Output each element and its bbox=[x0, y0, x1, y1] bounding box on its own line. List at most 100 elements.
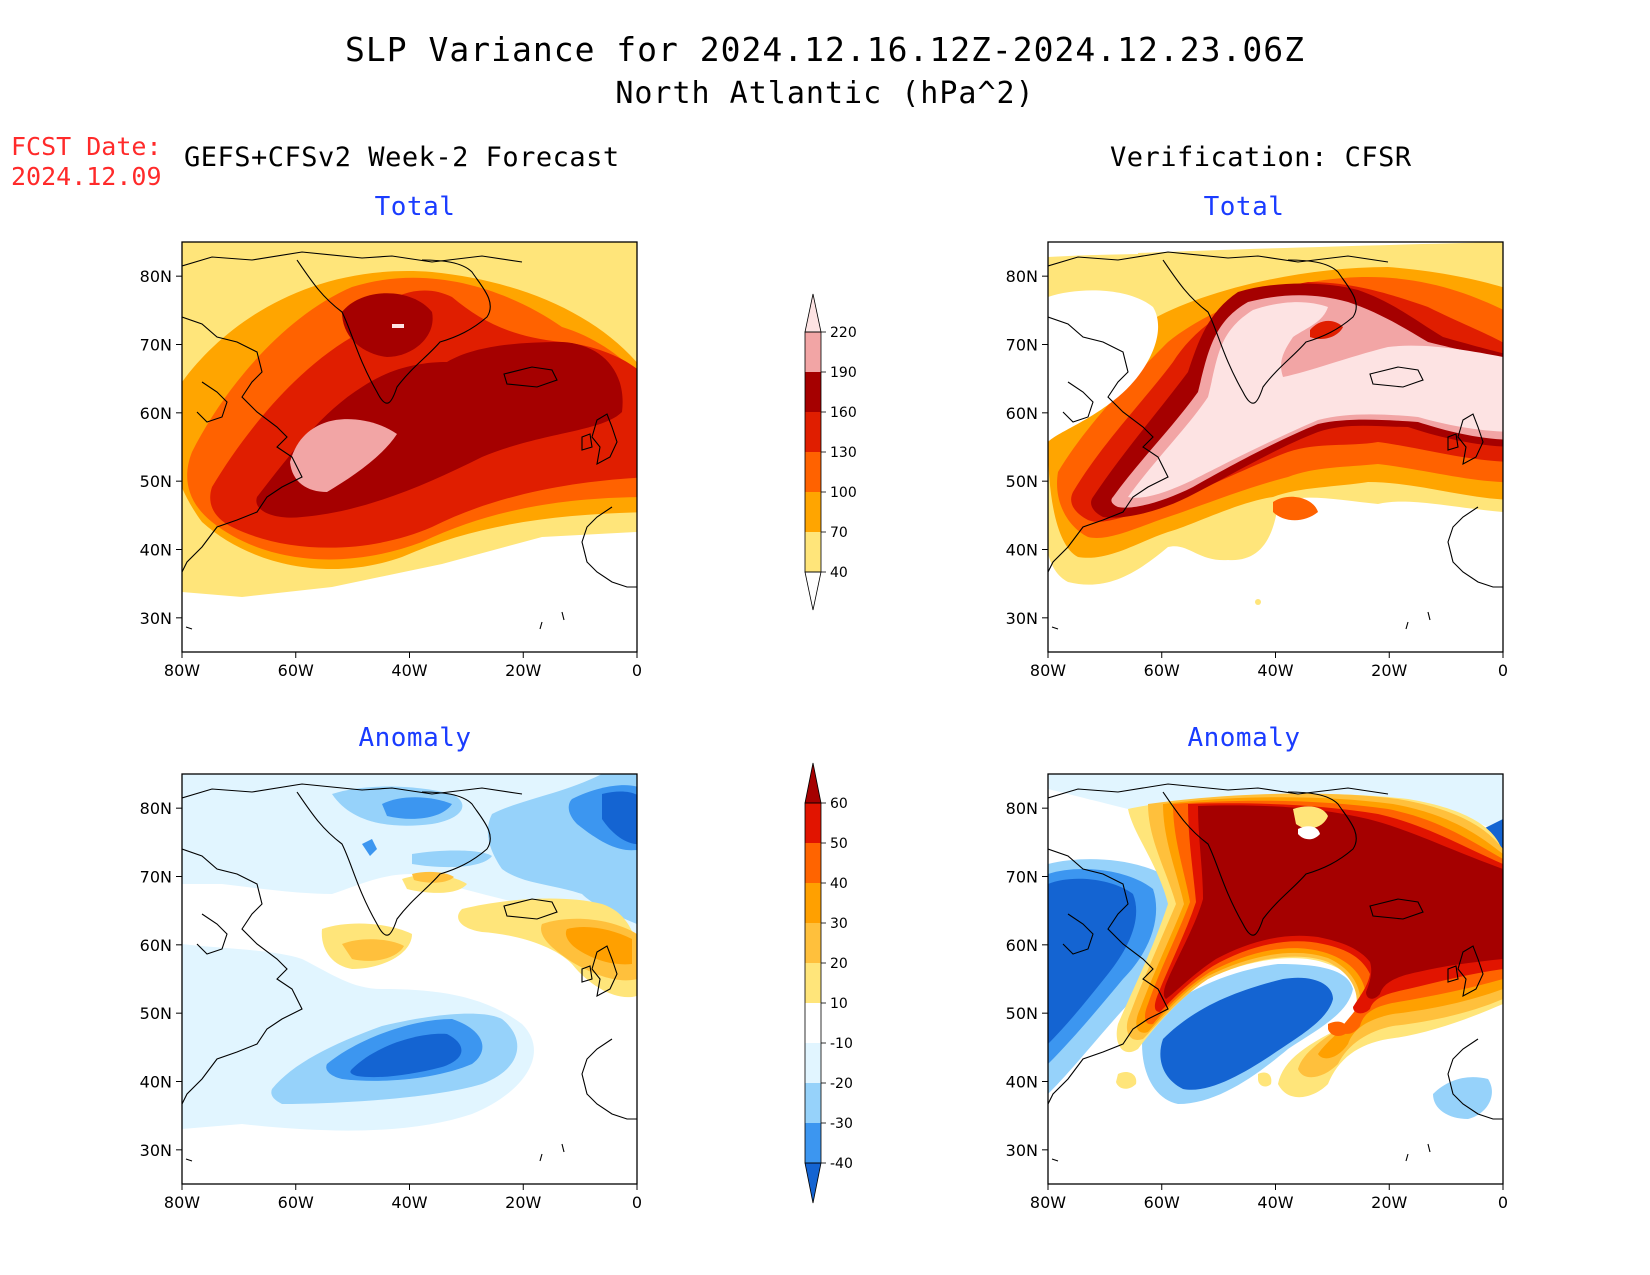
colorbar-block bbox=[805, 532, 821, 572]
below-40-region bbox=[1048, 290, 1159, 442]
lat-tick-label: 80N bbox=[1006, 267, 1038, 286]
anom-pos30-east bbox=[565, 927, 632, 965]
lon-tick-label: 40W bbox=[391, 661, 427, 680]
lat-tick-label: 50N bbox=[140, 1004, 172, 1023]
lat-tick-label: 70N bbox=[140, 868, 172, 887]
anom-neg40-mid bbox=[1160, 977, 1333, 1090]
contour-160-190-greenland bbox=[342, 293, 433, 357]
panel-forecast-anomaly bbox=[181, 773, 638, 1185]
lat-tick-label: 50N bbox=[140, 472, 172, 491]
panel-verification-total bbox=[1047, 241, 1504, 653]
lon-tick-label: 60W bbox=[1144, 661, 1180, 680]
lon-tick-label: 80W bbox=[1030, 1193, 1066, 1212]
lat-tick-label: 30N bbox=[140, 609, 172, 628]
lat-tick-label: 30N bbox=[140, 1141, 172, 1160]
anom-neutral-hole bbox=[1298, 826, 1320, 840]
anom-neg30-small bbox=[362, 839, 377, 856]
coastlines bbox=[1048, 251, 1503, 630]
colorbar-low-arrow bbox=[804, 571, 822, 611]
colorbar-label: 20 bbox=[830, 956, 848, 972]
lon-tick-label: 40W bbox=[1257, 1193, 1293, 1212]
fcst-date-value: 2024.12.09 bbox=[11, 162, 162, 191]
anom-pos20-central bbox=[342, 939, 404, 961]
lat-tick-label: 40N bbox=[1006, 541, 1038, 560]
colorbar-label: 70 bbox=[830, 525, 848, 541]
lon-tick-label: 0 bbox=[1498, 1193, 1508, 1212]
lon-tick-label: 80W bbox=[164, 661, 200, 680]
lat-tick-label: 80N bbox=[140, 799, 172, 818]
lat-tick-label: 40N bbox=[140, 1073, 172, 1092]
colorbar-label: 130 bbox=[830, 445, 857, 461]
colorbar-label: 30 bbox=[830, 916, 848, 932]
small-100-130 bbox=[1273, 496, 1318, 521]
colorbar-block bbox=[805, 372, 821, 412]
colorbar-block bbox=[805, 883, 821, 923]
anom-neg40-ne bbox=[602, 791, 637, 845]
lon-tick-label: 0 bbox=[632, 1193, 642, 1212]
lon-tick-label: 0 bbox=[632, 661, 642, 680]
colorbar-frame bbox=[804, 802, 822, 1164]
anom-neg20-mid bbox=[412, 850, 492, 868]
colorbar-block bbox=[805, 1003, 821, 1043]
colorbar-label: 190 bbox=[830, 365, 857, 381]
anom-pos40-small bbox=[1328, 1021, 1348, 1036]
colorbar-label: -20 bbox=[830, 1076, 853, 1092]
coastlines bbox=[182, 783, 637, 1162]
colorbar-label: -10 bbox=[830, 1036, 853, 1052]
lat-tick-label: 70N bbox=[1006, 336, 1038, 355]
contour-220-plus bbox=[392, 324, 404, 328]
right-column-title: Verification: CFSR bbox=[1110, 142, 1412, 173]
colorbar-block bbox=[805, 923, 821, 963]
subtitle: North Atlantic (hPa^2) bbox=[615, 76, 1035, 111]
panel-title-top-right: Total bbox=[1203, 192, 1285, 222]
colorbar-label: -40 bbox=[830, 1156, 853, 1172]
colorbar-block bbox=[805, 492, 821, 532]
contour-190-220 bbox=[290, 419, 397, 492]
lat-tick-label: 60N bbox=[140, 936, 172, 955]
colorbar-block bbox=[805, 1123, 821, 1163]
inner-130-160 bbox=[1310, 320, 1343, 339]
colorbar-label: 60 bbox=[830, 796, 848, 812]
anom-neg30-greenland bbox=[382, 797, 452, 819]
lat-tick-label: 30N bbox=[1006, 1141, 1038, 1160]
anom-pos10-hole bbox=[1293, 806, 1328, 829]
lon-tick-label: 0 bbox=[1498, 661, 1508, 680]
panel-title-top-left: Total bbox=[374, 192, 456, 222]
axes-panel-3: 80N 70N 60N 50N 40N 30N 80W 60W 40W 20W 0 bbox=[140, 799, 642, 1212]
anom-neg40-south bbox=[350, 1033, 462, 1078]
colorbar-block bbox=[805, 803, 821, 843]
colorbar-block bbox=[805, 1083, 821, 1123]
colorbar-low-arrow bbox=[804, 1162, 822, 1204]
below-40-north bbox=[1048, 242, 1138, 256]
anom-neg20-se bbox=[1433, 1077, 1492, 1119]
colorbar-label: 100 bbox=[830, 485, 857, 501]
colorbar-label: 50 bbox=[830, 836, 848, 852]
lat-tick-label: 40N bbox=[140, 541, 172, 560]
lon-tick-label: 20W bbox=[505, 1193, 541, 1212]
lat-tick-label: 80N bbox=[1006, 799, 1038, 818]
main-title: SLP Variance for 2024.12.16.12Z-2024.12.… bbox=[345, 30, 1305, 69]
colorbar-block bbox=[805, 452, 821, 492]
lon-tick-label: 40W bbox=[391, 1193, 427, 1212]
lat-tick-label: 60N bbox=[1006, 404, 1038, 423]
colorbar-high-arrow bbox=[804, 762, 822, 804]
lat-tick-label: 30N bbox=[1006, 609, 1038, 628]
colorbar-label: 40 bbox=[830, 876, 848, 892]
lat-tick-label: 80N bbox=[140, 267, 172, 286]
lat-tick-label: 70N bbox=[140, 336, 172, 355]
panel-title-bottom-left: Anomaly bbox=[358, 723, 472, 753]
lat-tick-label: 50N bbox=[1006, 1004, 1038, 1023]
lat-tick-label: 50N bbox=[1006, 472, 1038, 491]
lat-tick-label: 60N bbox=[140, 404, 172, 423]
lon-tick-label: 80W bbox=[1030, 661, 1066, 680]
lat-tick-label: 60N bbox=[1006, 936, 1038, 955]
colorbar-block bbox=[805, 332, 821, 372]
anom-pos20-north bbox=[412, 871, 454, 883]
colorbar-label: 220 bbox=[830, 325, 857, 341]
axes-panel-1: 80N 70N 60N 50N 40N 30N 80W 60W 40W 20W 0 bbox=[140, 267, 642, 680]
panel-verification-anomaly bbox=[1047, 773, 1504, 1185]
colorbar-label: -30 bbox=[830, 1116, 853, 1132]
coastlines bbox=[182, 251, 637, 630]
colorbar-label: 160 bbox=[830, 405, 857, 421]
lon-tick-label: 40W bbox=[1257, 661, 1293, 680]
